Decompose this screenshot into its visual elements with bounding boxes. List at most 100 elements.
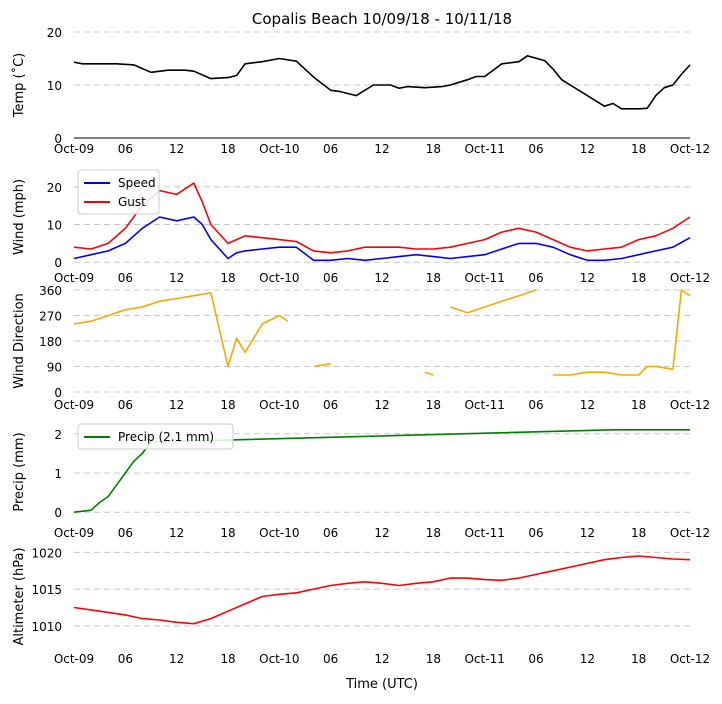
- wind-x-tick-label: 18: [426, 271, 441, 285]
- precip-legend-box: [77, 423, 234, 450]
- precip-legend-label: Precip (2.1 mm): [118, 430, 214, 444]
- altimeter-x-tick-label: 18: [631, 652, 646, 666]
- direction-x-tick-label: Oct-10: [259, 398, 299, 412]
- direction-x-tick-label: 12: [374, 398, 389, 412]
- wind-y-axis-label: Wind (mph): [12, 179, 27, 255]
- precip-y-axis-label: Precip (mm): [12, 432, 27, 511]
- wind-x-tick-label: Oct-12: [670, 271, 710, 285]
- x-axis-label: Time (UTC): [345, 677, 418, 692]
- altimeter-panel: 1010 1015 1020 Altimeter (hPa) Oct-09 06 12 18 O…: [12, 546, 710, 666]
- temp-y-tick-label: 20: [47, 26, 62, 40]
- precip-x-tick-label: 06: [118, 526, 133, 540]
- temp-x-tick-label: 06: [528, 142, 543, 156]
- direction-x-tick-label: 18: [631, 398, 646, 412]
- temp-x-tick-label: 18: [220, 142, 235, 156]
- direction-x-tick-label: 06: [528, 398, 543, 412]
- chart-title: Copalis Beach 10/09/18 - 10/11/18: [252, 10, 512, 28]
- direction-x-tick-label: 18: [426, 398, 441, 412]
- direction-x-tick-label: 06: [118, 398, 133, 412]
- temp-x-tick-label: 12: [580, 142, 595, 156]
- precip-x-tick-label: Oct-10: [259, 526, 299, 540]
- temp-x-tick-label: 18: [631, 142, 646, 156]
- precip-x-tick-label: Oct-11: [464, 526, 504, 540]
- temp-x-tick-label: 06: [323, 142, 338, 156]
- wind-panel: 0 10 20 Wind (mph) Oct-09 06 12 18 Oct-10 06 12 18 O…: [12, 169, 710, 285]
- wind-series-line-speed: [73, 216, 691, 262]
- wind-x-tick-label: 18: [220, 271, 235, 285]
- altimeter-y-tick-label: 1015: [31, 583, 62, 597]
- wind-y-tick-label: 20: [47, 181, 62, 195]
- temp-x-tick-label: Oct-12: [670, 142, 710, 156]
- altimeter-x-tick-label: 06: [528, 652, 543, 666]
- wind-legend-label: Speed: [118, 176, 156, 190]
- temp-x-tick-label: 12: [169, 142, 184, 156]
- precip-x-tick-label: 12: [169, 526, 184, 540]
- precip-x-tick-label: 18: [631, 526, 646, 540]
- direction-y-tick-label: 180: [39, 335, 62, 349]
- direction-x-tick-label: 18: [220, 398, 235, 412]
- direction-y-tick-label: 360: [39, 284, 62, 298]
- altimeter-x-tick-label: Oct-09: [54, 652, 94, 666]
- wind-x-tick-label: 12: [374, 271, 389, 285]
- temp-x-tick-label: 12: [374, 142, 389, 156]
- wind-series-line-gust: [73, 182, 691, 254]
- precip-x-tick-label: 12: [580, 526, 595, 540]
- wind-x-tick-label: 18: [631, 271, 646, 285]
- temp-y-axis-label: Temp (˚C): [11, 53, 27, 119]
- temp-series-line-temp: [73, 55, 691, 110]
- precip-x-tick-label: Oct-12: [670, 526, 710, 540]
- temp-y-tick-label: 0: [54, 132, 62, 146]
- altimeter-x-tick-label: 12: [374, 652, 389, 666]
- precip-x-tick-label: 06: [528, 526, 543, 540]
- precip-x-tick-label: Oct-09: [54, 526, 94, 540]
- wind-legend-label: Gust: [118, 195, 146, 209]
- direction-y-tick-label: 0: [54, 386, 62, 400]
- precip-x-tick-label: 18: [220, 526, 235, 540]
- temp-x-tick-label: 06: [118, 142, 133, 156]
- wind-y-tick-label: 0: [54, 256, 62, 270]
- altimeter-x-tick-label: 18: [220, 652, 235, 666]
- precip-x-tick-label: 12: [374, 526, 389, 540]
- direction-x-tick-label: 06: [323, 398, 338, 412]
- direction-x-tick-label: Oct-12: [670, 398, 710, 412]
- wind-x-tick-label: 06: [118, 271, 133, 285]
- direction-x-tick-label: 12: [169, 398, 184, 412]
- altimeter-y-tick-label: 1020: [31, 546, 62, 560]
- wind-x-tick-label: Oct-09: [54, 271, 94, 285]
- altimeter-x-tick-label: 12: [580, 652, 595, 666]
- direction-x-tick-label: Oct-09: [54, 398, 94, 412]
- altimeter-x-tick-label: Oct-11: [464, 652, 504, 666]
- precip-y-tick-label: 1: [54, 467, 62, 481]
- precip-x-tick-label: 06: [323, 526, 338, 540]
- direction-y-axis-label: Wind Direction: [12, 293, 27, 389]
- precip-y-tick-label: 2: [54, 428, 62, 442]
- temp-x-tick-label: 18: [426, 142, 441, 156]
- wind-x-tick-label: 12: [169, 271, 184, 285]
- wind-x-tick-label: Oct-11: [464, 271, 504, 285]
- wind-x-tick-label: 12: [580, 271, 595, 285]
- precip-x-tick-label: 18: [426, 526, 441, 540]
- altimeter-x-tick-label: 06: [323, 652, 338, 666]
- altimeter-x-tick-label: Oct-10: [259, 652, 299, 666]
- direction-panel: 0 90 180 270 360 Wind Direction Oct-09 06 12 18 Oc…: [12, 284, 710, 412]
- direction-y-tick-label: 90: [47, 361, 62, 375]
- precip-y-tick-label: 0: [54, 506, 62, 520]
- altimeter-y-tick-label: 1010: [31, 620, 62, 634]
- direction-y-tick-label: 270: [39, 310, 62, 324]
- altimeter-x-tick-label: Oct-12: [670, 652, 710, 666]
- altimeter-y-axis-label: Altimeter (hPa): [12, 547, 27, 645]
- direction-x-tick-label: Oct-11: [464, 398, 504, 412]
- temp-panel: 0 10 20 Temp (˚C) Oct-09 06 12 18 Oct-10 06 12 18 Oc…: [11, 26, 710, 156]
- temp-y-tick-label: 10: [47, 79, 62, 93]
- wind-y-tick-label: 10: [47, 219, 62, 233]
- direction-x-tick-label: 12: [580, 398, 595, 412]
- direction-series-line-direction: [73, 289, 691, 376]
- temp-x-tick-label: Oct-09: [54, 142, 94, 156]
- altimeter-x-tick-label: 12: [169, 652, 184, 666]
- altimeter-x-tick-label: 06: [118, 652, 133, 666]
- temp-x-tick-label: Oct-11: [464, 142, 504, 156]
- altimeter-x-tick-label: 18: [426, 652, 441, 666]
- altimeter-series-line-altimeter: [73, 555, 691, 625]
